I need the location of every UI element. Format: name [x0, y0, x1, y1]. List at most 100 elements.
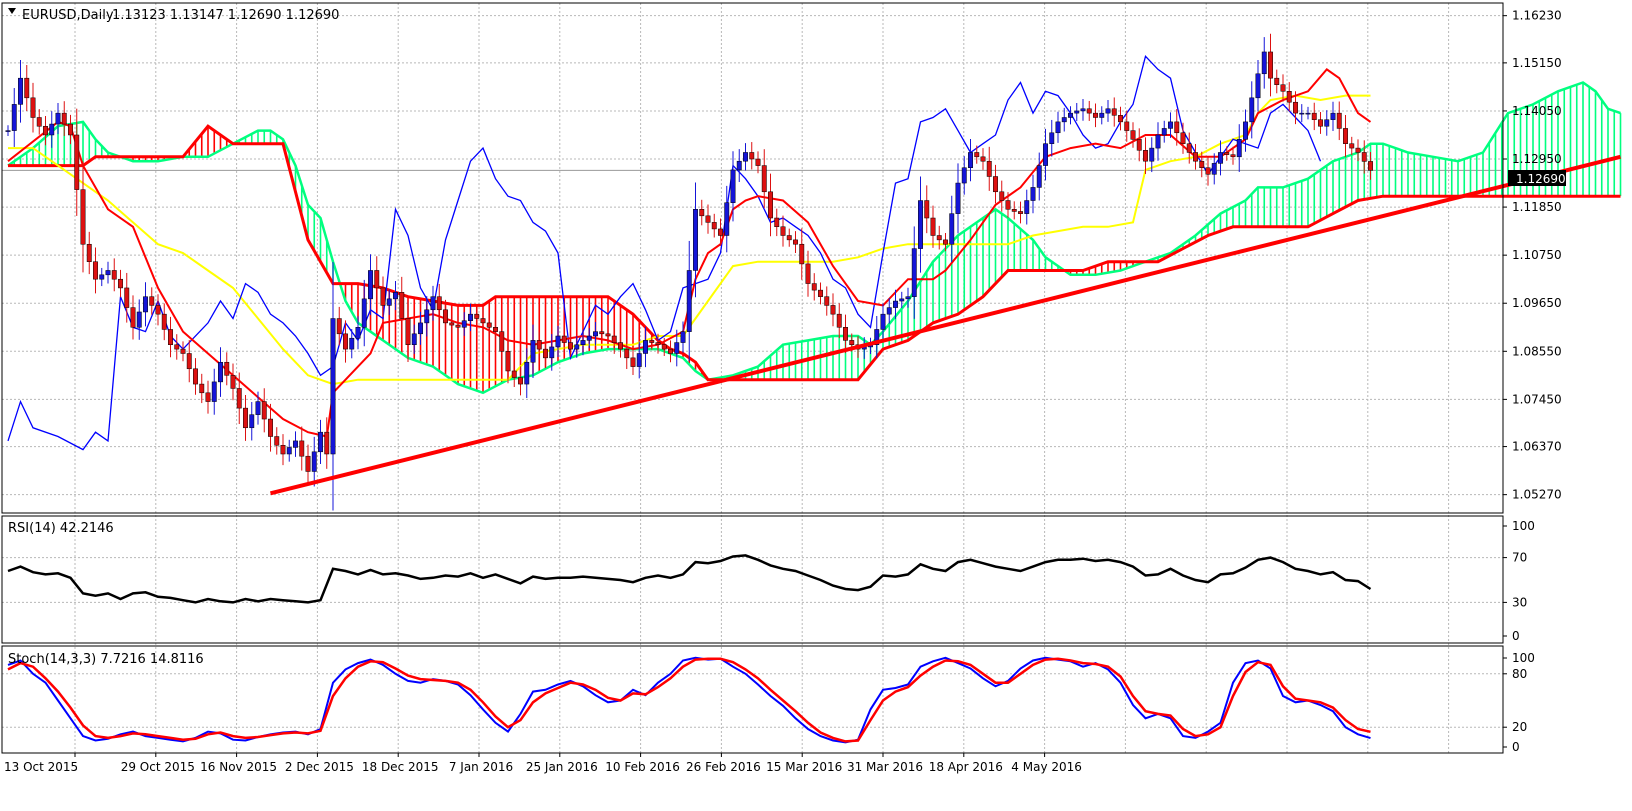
candle-body — [1330, 112, 1336, 120]
candle-body — [243, 407, 248, 429]
candle-body — [524, 361, 530, 385]
candle-body — [486, 322, 492, 328]
candle-body — [324, 431, 330, 455]
candle-body — [974, 152, 980, 158]
candle-body — [905, 296, 911, 300]
pane-frames — [1, 2, 1504, 754]
candle-body — [811, 283, 817, 291]
candle-body — [318, 431, 323, 453]
candle-body — [793, 239, 798, 245]
ichimoku-cloud — [7, 81, 1622, 395]
tick-label: 0 — [1512, 629, 1520, 643]
candle-body — [1355, 147, 1361, 153]
pane-border — [1, 645, 1504, 754]
candle-body — [274, 436, 280, 446]
tick-label: 18 Apr 2016 — [929, 760, 1003, 774]
candle-body — [1111, 108, 1117, 116]
candle-body — [30, 97, 36, 118]
candle-body — [955, 182, 961, 214]
candle-body — [186, 353, 192, 370]
candle-body — [168, 329, 173, 345]
candle-body — [49, 123, 55, 136]
candle-body — [230, 375, 236, 389]
candle-body — [718, 228, 723, 236]
candle-body — [943, 239, 948, 245]
tick-label: 7 Jan 2016 — [449, 760, 513, 774]
candle-body — [1099, 112, 1105, 118]
tick-label: 1.10750 — [1512, 248, 1562, 262]
tick-label: 1.16230 — [1512, 9, 1562, 23]
tick-label: 1.09650 — [1512, 296, 1562, 310]
candle-body — [1193, 152, 1198, 162]
candle-body — [1180, 132, 1186, 144]
candle-body — [1130, 130, 1136, 140]
trendline[interactable] — [270, 154, 1621, 496]
candle-body — [249, 414, 255, 429]
candle-body — [36, 117, 42, 127]
tick-label: 13 Oct 2015 — [4, 760, 78, 774]
candle-body — [605, 333, 611, 337]
candle-body — [518, 377, 523, 385]
candle-body — [780, 226, 786, 236]
candle-body — [1043, 143, 1048, 166]
tick-label: 20 — [1512, 720, 1527, 734]
candle-body — [330, 318, 336, 455]
candle-body — [743, 152, 748, 162]
collapse-triangle-icon[interactable] — [8, 8, 16, 14]
candle-body — [199, 383, 205, 394]
candle-body — [418, 322, 423, 335]
tick-label: 4 May 2016 — [1011, 760, 1082, 774]
sub-window-lines — [7, 554, 1372, 744]
candle-body — [874, 329, 880, 345]
candle-body — [474, 313, 480, 319]
candle-body — [130, 307, 136, 328]
candle-body — [968, 152, 973, 169]
candle-body — [686, 270, 692, 332]
candle-body — [261, 401, 267, 420]
candle-body — [80, 189, 86, 245]
candle-body — [393, 292, 398, 300]
candle-body — [499, 331, 505, 352]
candle-body — [661, 344, 667, 350]
candle-body — [1224, 152, 1230, 155]
candle-body — [443, 309, 448, 324]
candle-body — [711, 222, 717, 230]
candle-body — [655, 342, 661, 345]
candle-body — [568, 342, 573, 350]
candle-body — [1149, 147, 1155, 162]
candle-body — [1305, 112, 1311, 115]
tick-label: 31 Mar 2016 — [847, 760, 923, 774]
candle-body — [368, 270, 373, 300]
candle-body — [161, 313, 167, 330]
candles — [5, 33, 1373, 511]
senkou-span-b — [8, 124, 1621, 382]
candle-body — [349, 337, 355, 350]
candle-body — [1324, 119, 1330, 127]
tick-label: 29 Oct 2015 — [121, 760, 195, 774]
candle-body — [961, 167, 967, 184]
candle-body — [68, 123, 73, 136]
candle-body — [1105, 108, 1111, 114]
candle-body — [461, 320, 467, 328]
candle-body — [674, 342, 680, 354]
candle-body — [361, 298, 367, 328]
candle-body — [543, 348, 548, 359]
candle-body — [61, 112, 67, 125]
tick-label: 80 — [1512, 667, 1527, 681]
candle-body — [549, 346, 555, 359]
candle-body — [74, 134, 80, 190]
candle-body — [1068, 112, 1073, 118]
candle-body — [536, 340, 542, 350]
candle-body — [205, 392, 211, 402]
grid-lines — [2, 3, 1503, 753]
chart-symbol: EURUSD,Daily — [22, 8, 114, 23]
candle-body — [643, 340, 648, 354]
pane-border — [1, 2, 1504, 514]
candle-body — [830, 305, 836, 315]
candle-body — [211, 381, 217, 402]
candle-body — [724, 202, 730, 236]
candle-body — [886, 307, 892, 315]
candle-body — [411, 333, 417, 345]
candle-body — [1030, 187, 1036, 201]
